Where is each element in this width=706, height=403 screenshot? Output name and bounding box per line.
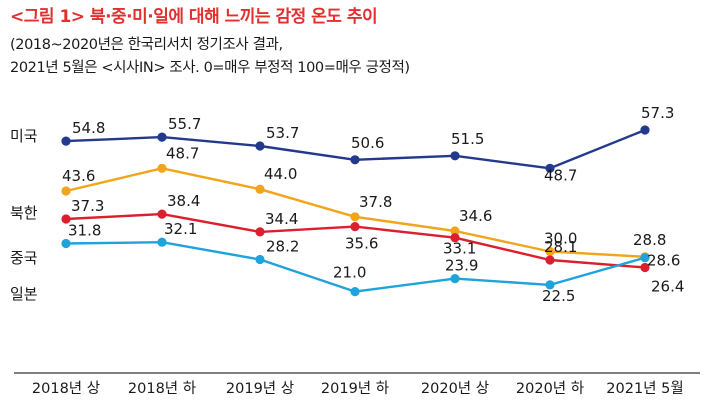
data-label: 37.3 <box>71 197 104 215</box>
x-tick-label: 2020년 하 <box>516 380 584 397</box>
data-point <box>255 227 265 237</box>
data-label: 30.0 <box>544 230 577 248</box>
data-label: 53.7 <box>266 124 299 142</box>
data-label: 38.4 <box>167 192 200 210</box>
chart-subtitle-line-1: (2018~2020년은 한국리서치 정기조사 결과, <box>10 37 283 53</box>
data-label: 28.8 <box>633 231 666 249</box>
data-label: 43.6 <box>62 167 95 185</box>
data-label: 22.5 <box>542 287 575 305</box>
data-point <box>350 212 360 222</box>
data-point <box>61 136 71 146</box>
x-tick-label: 2020년 상 <box>421 380 489 397</box>
data-point <box>255 141 265 151</box>
series-name-label: 미국 <box>10 127 38 145</box>
x-tick-label: 2018년 하 <box>128 380 196 397</box>
data-label: 48.7 <box>166 144 199 162</box>
data-point <box>450 151 460 161</box>
x-tick-label: 2019년 하 <box>321 380 389 397</box>
data-label: 34.4 <box>265 210 298 228</box>
data-label: 28.6 <box>647 252 680 270</box>
series-name-label: 북한 <box>10 204 38 222</box>
data-label: 48.7 <box>544 166 577 184</box>
x-tick-label: 2021년 5월 <box>606 380 683 397</box>
data-point <box>350 222 360 232</box>
data-point <box>350 155 360 165</box>
data-label: 37.8 <box>359 193 392 211</box>
data-label: 31.8 <box>68 222 101 240</box>
data-label: 57.3 <box>641 104 674 122</box>
data-label: 51.5 <box>451 130 484 148</box>
data-point <box>545 280 555 290</box>
data-label: 34.6 <box>459 207 492 225</box>
series-name-label: 중국 <box>10 249 38 267</box>
data-label: 21.0 <box>333 264 366 282</box>
x-tick-label: 2019년 상 <box>226 380 294 397</box>
data-label: 54.8 <box>72 119 105 137</box>
data-point <box>450 233 460 243</box>
data-point <box>350 287 360 297</box>
data-point <box>640 253 650 263</box>
data-label: 23.9 <box>445 257 478 275</box>
data-point <box>157 209 167 219</box>
data-label: 50.6 <box>351 134 384 152</box>
data-point <box>545 246 555 257</box>
data-point <box>61 214 71 224</box>
data-point <box>61 186 71 196</box>
series-name-label: 일본 <box>10 285 38 303</box>
data-label: 32.1 <box>164 220 197 238</box>
data-point <box>157 132 167 142</box>
data-point <box>450 226 460 236</box>
x-tick-label: 2018년 상 <box>32 380 100 397</box>
data-label: 28.1 <box>544 238 577 256</box>
data-label: 44.0 <box>264 165 297 183</box>
data-point <box>255 184 265 194</box>
data-point <box>640 125 650 135</box>
data-label: 55.7 <box>168 115 201 133</box>
chart-title: <그림 1> 북·중·미·일에 대해 느끼는 감정 온도 추이 <box>10 7 378 27</box>
data-point <box>157 163 167 173</box>
data-point <box>157 237 167 247</box>
data-label: 28.2 <box>266 238 299 256</box>
data-label: 33.1 <box>443 240 476 258</box>
data-point <box>545 255 555 265</box>
data-point <box>640 262 650 273</box>
chart-subtitle-line-2: 2021년 5월은 <시사IN> 조사. 0=매우 부정적 100=매우 긍정적… <box>10 60 410 76</box>
data-point <box>255 254 265 265</box>
data-point <box>61 238 71 249</box>
data-point <box>545 163 555 173</box>
data-point <box>450 274 460 284</box>
data-label: 26.4 <box>651 278 684 296</box>
data-label: 35.6 <box>345 235 378 253</box>
